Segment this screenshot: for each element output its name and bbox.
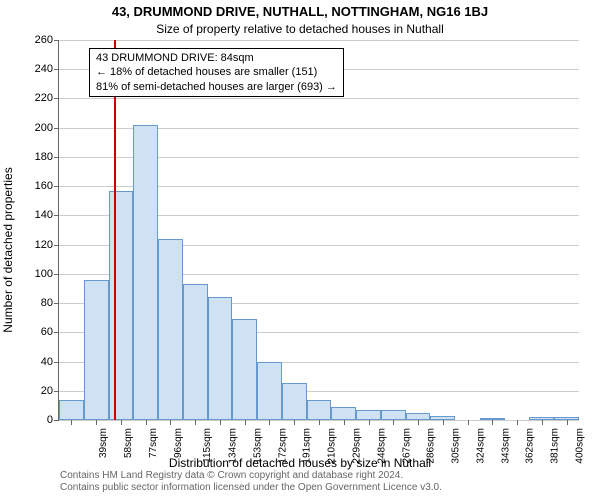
- gridline: [59, 98, 579, 99]
- y-tick: [54, 98, 59, 99]
- x-tick-label: 58sqm: [123, 428, 134, 458]
- y-tick-label: 240: [35, 63, 53, 75]
- x-tick: [245, 420, 246, 425]
- footer-line-1: Contains HM Land Registry data © Crown c…: [60, 470, 442, 482]
- y-tick: [54, 157, 59, 158]
- x-tick: [542, 420, 543, 425]
- x-tick: [418, 420, 419, 425]
- y-tick: [54, 391, 59, 392]
- x-tick: [121, 420, 122, 425]
- histogram-bar: [208, 297, 233, 420]
- y-tick-label: 260: [35, 34, 53, 46]
- x-tick: [492, 420, 493, 425]
- x-tick: [170, 420, 171, 425]
- annotation-box: 43 DRUMMOND DRIVE: 84sqm← 18% of detache…: [89, 48, 344, 97]
- y-tick: [54, 40, 59, 41]
- x-tick: [567, 420, 568, 425]
- x-tick-label: 77sqm: [148, 428, 159, 458]
- gridline: [59, 40, 579, 41]
- y-tick-label: 60: [41, 326, 53, 338]
- histogram-bar: [381, 410, 406, 420]
- property-marker-line: [114, 40, 116, 420]
- annotation-line-3: 81% of semi-detached houses are larger (…: [96, 80, 337, 94]
- x-tick: [344, 420, 345, 425]
- histogram-bar: [183, 284, 208, 420]
- x-tick: [517, 420, 518, 425]
- chart-title: 43, DRUMMOND DRIVE, NUTHALL, NOTTINGHAM,…: [0, 4, 600, 19]
- y-tick-label: 140: [35, 209, 53, 221]
- y-tick: [54, 332, 59, 333]
- chart-subtitle: Size of property relative to detached ho…: [0, 22, 600, 36]
- y-tick-label: 20: [41, 385, 53, 397]
- x-tick: [443, 420, 444, 425]
- y-tick: [54, 215, 59, 216]
- histogram-bar: [406, 413, 431, 420]
- histogram-bar: [307, 400, 332, 420]
- histogram-bar: [257, 362, 282, 420]
- y-tick: [54, 245, 59, 246]
- x-tick: [319, 420, 320, 425]
- histogram-bar: [133, 125, 158, 420]
- y-tick: [54, 420, 59, 421]
- x-tick: [220, 420, 221, 425]
- y-tick-label: 80: [41, 297, 53, 309]
- y-tick: [54, 303, 59, 304]
- y-tick-label: 40: [41, 356, 53, 368]
- y-tick: [54, 128, 59, 129]
- annotation-line-1: 43 DRUMMOND DRIVE: 84sqm: [96, 51, 337, 65]
- y-tick-label: 200: [35, 122, 53, 134]
- histogram-bar: [331, 407, 356, 420]
- x-tick: [195, 420, 196, 425]
- x-tick-label: 96sqm: [173, 428, 184, 458]
- histogram-bar: [109, 191, 134, 420]
- plot-area: 02040608010012014016018020022024026039sq…: [58, 40, 579, 421]
- x-tick: [96, 420, 97, 425]
- y-tick: [54, 186, 59, 187]
- y-tick-label: 220: [35, 92, 53, 104]
- y-tick-label: 160: [35, 180, 53, 192]
- y-tick-label: 100: [35, 268, 53, 280]
- y-tick: [54, 274, 59, 275]
- x-tick: [146, 420, 147, 425]
- x-tick: [269, 420, 270, 425]
- x-tick: [393, 420, 394, 425]
- x-tick: [71, 420, 72, 425]
- footer-attribution: Contains HM Land Registry data © Crown c…: [60, 470, 442, 494]
- y-tick: [54, 362, 59, 363]
- y-tick-label: 0: [47, 414, 53, 426]
- histogram-bar: [232, 319, 257, 420]
- histogram-bar: [84, 280, 109, 420]
- y-tick-label: 180: [35, 151, 53, 163]
- x-tick: [369, 420, 370, 425]
- x-tick-label: 39sqm: [98, 428, 109, 458]
- footer-line-2: Contains public sector information licen…: [60, 482, 442, 494]
- histogram-bar: [158, 239, 183, 420]
- x-tick: [468, 420, 469, 425]
- chart-container: 43, DRUMMOND DRIVE, NUTHALL, NOTTINGHAM,…: [0, 0, 600, 500]
- x-tick: [294, 420, 295, 425]
- histogram-bar: [282, 383, 307, 420]
- annotation-line-2: ← 18% of detached houses are smaller (15…: [96, 65, 337, 79]
- x-axis-label: Distribution of detached houses by size …: [0, 456, 600, 470]
- histogram-bar: [356, 410, 381, 420]
- y-axis-label: Number of detached properties: [1, 167, 15, 332]
- y-tick: [54, 69, 59, 70]
- y-tick-label: 120: [35, 239, 53, 251]
- histogram-bar: [59, 400, 84, 420]
